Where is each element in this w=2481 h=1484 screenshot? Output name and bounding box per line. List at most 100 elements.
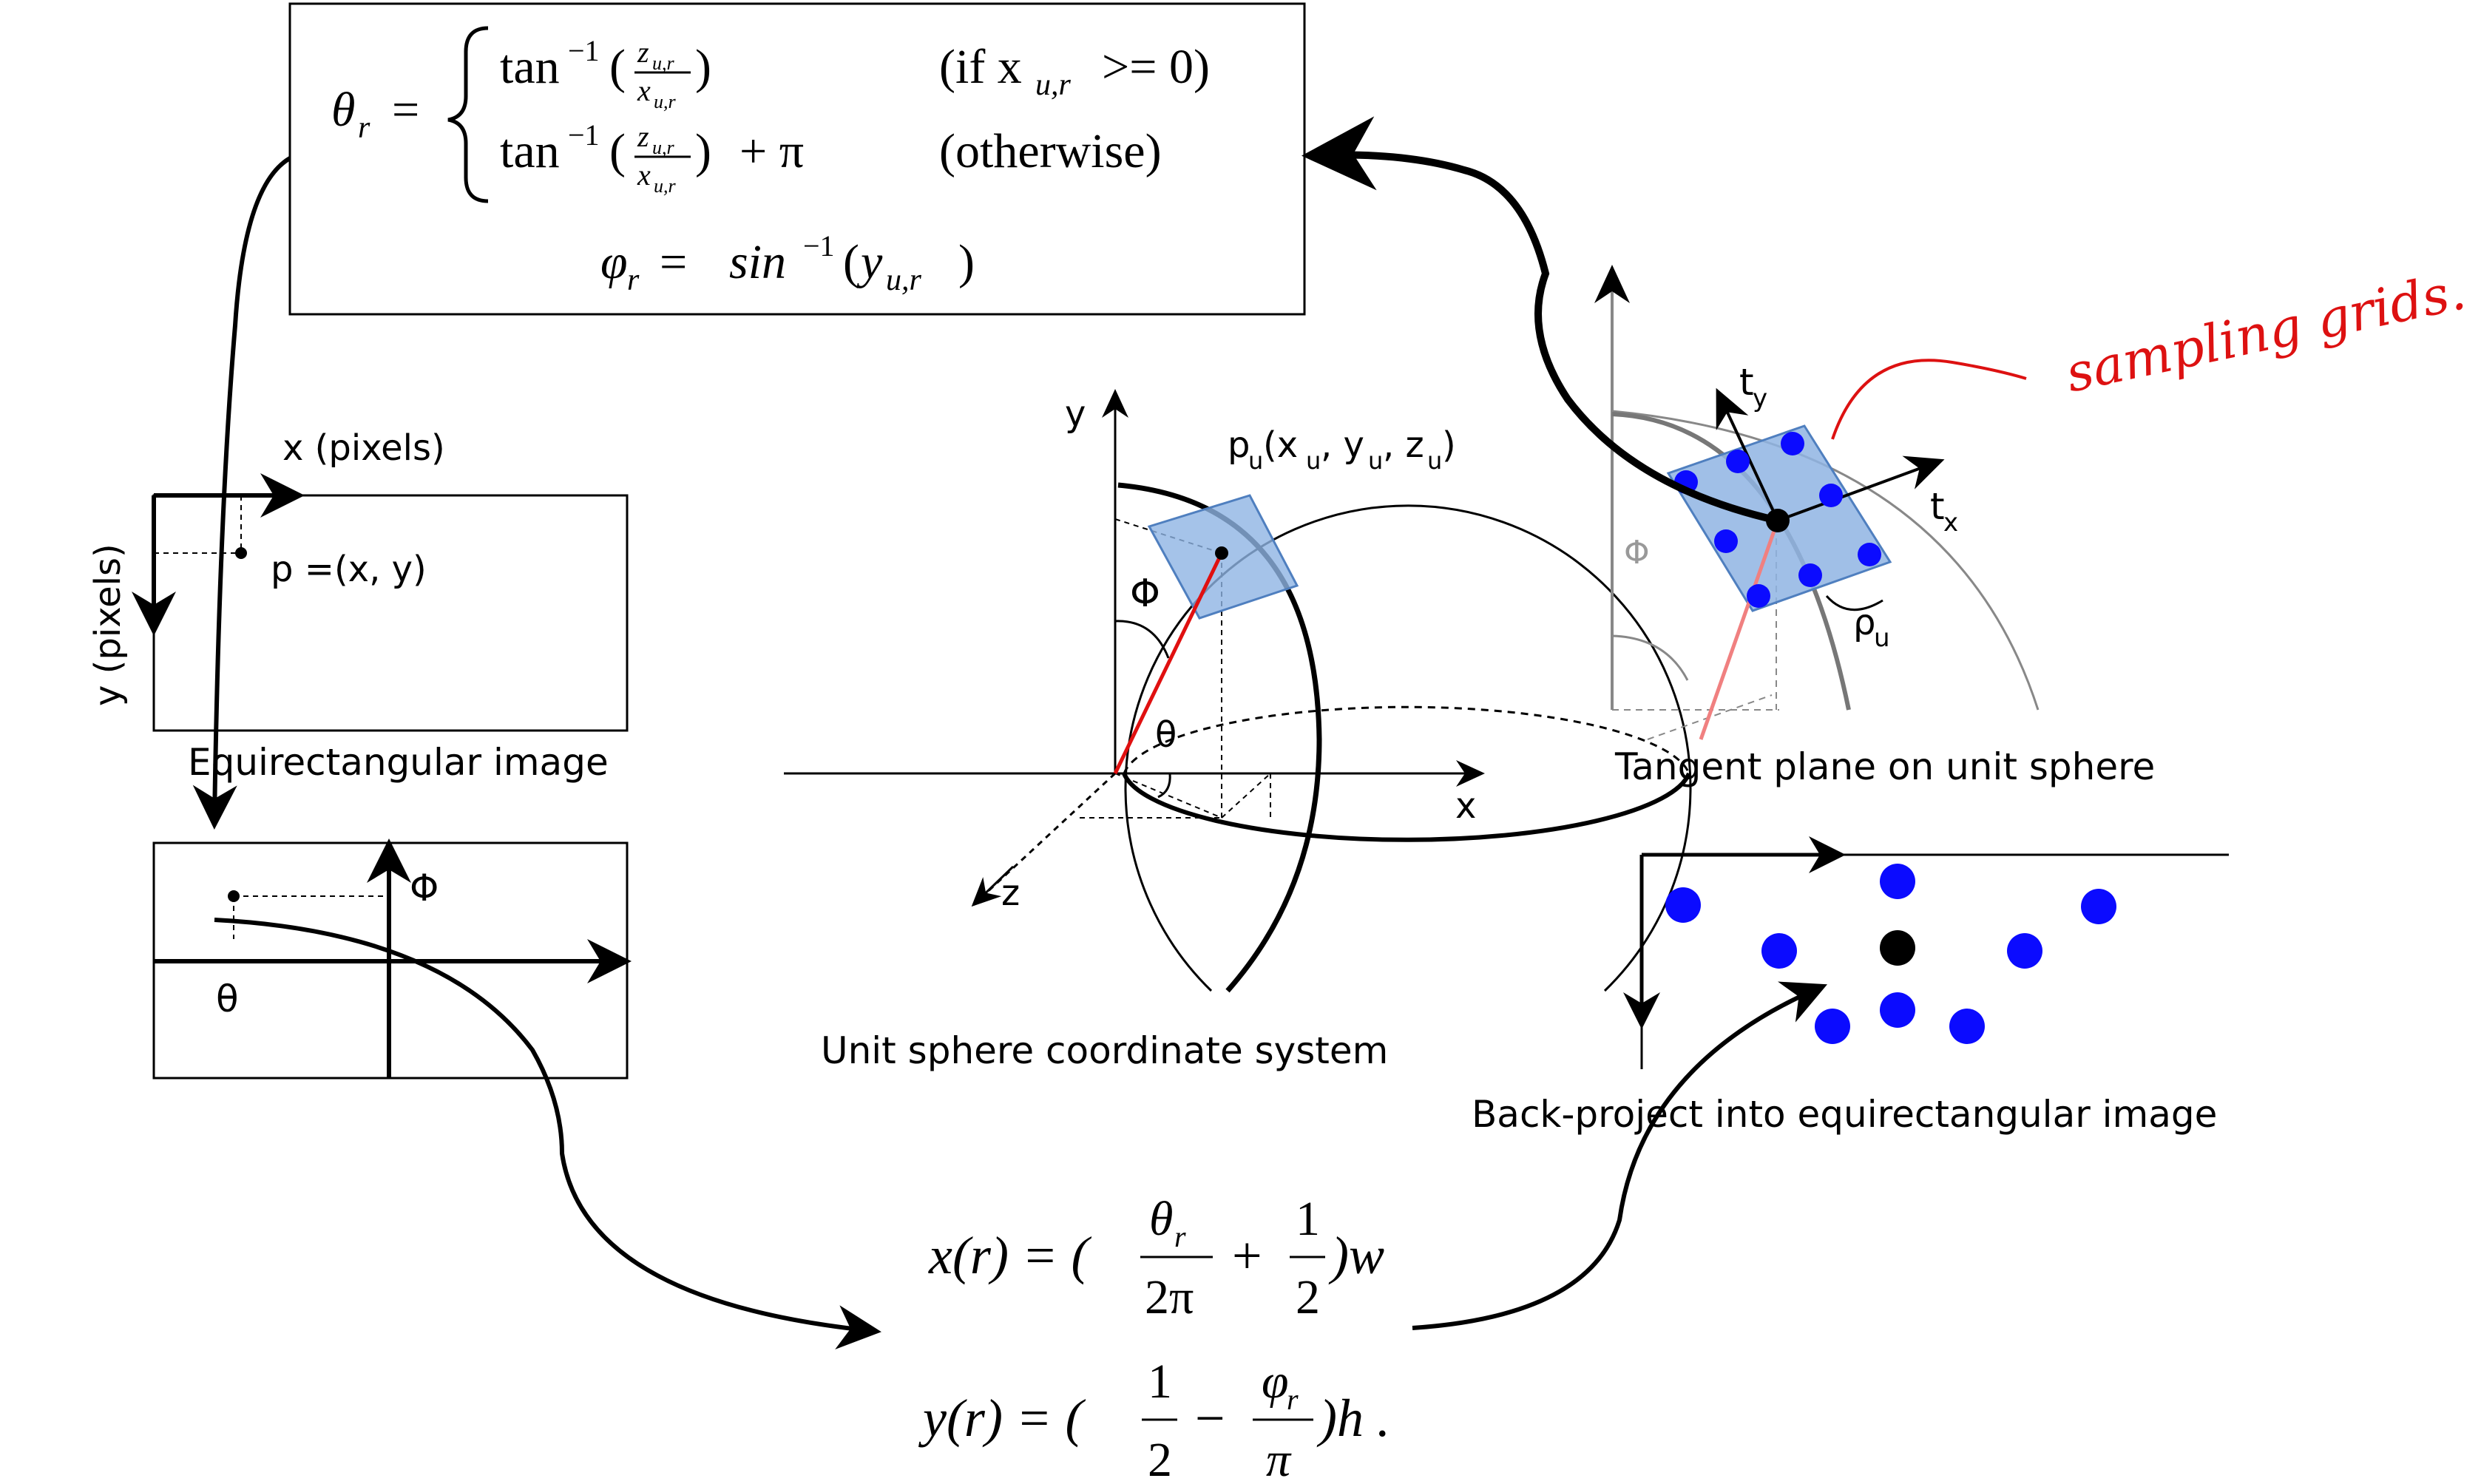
theta-equals: =	[392, 83, 419, 137]
sphere-y-label: y	[1065, 393, 1086, 435]
guide-projection	[1114, 773, 1222, 819]
theta-r-lhs: θ	[331, 83, 355, 137]
case2-den-sub: u,r	[654, 175, 677, 197]
formula-xy-group: x(r) = ( θ r 2π + 1 2 )w y(r) = ( 1 2 − …	[918, 1192, 1390, 1484]
case2-num: z	[637, 120, 649, 153]
case1-cond-sub: u,r	[1035, 68, 1072, 102]
point-p-label: p =(x, y)	[271, 549, 427, 590]
bp-sample-dot	[2081, 889, 2116, 924]
case2-num-sub: u,r	[652, 137, 675, 158]
phi-sin: sin	[729, 235, 786, 289]
fy-frac1-den: 2	[1148, 1433, 1172, 1484]
pu-base: p	[1228, 424, 1250, 466]
case2-tan: tan	[500, 124, 560, 178]
bp-sample-dot	[1761, 933, 1797, 969]
fx-frac1-den: 2π	[1145, 1270, 1194, 1324]
fx-frac2-num: 1	[1296, 1192, 1320, 1246]
rho-base: ρ	[1853, 602, 1875, 643]
sphere-z-label: z	[1001, 873, 1020, 914]
unit-sphere-panel: y x z Φ θ p u (x u , y u , z u ) Unit sp…	[784, 389, 1692, 1072]
arrow-formula-to-plot	[192, 156, 291, 830]
sphere-caption: Unit sphere coordinate system	[821, 1029, 1388, 1072]
equirect-caption: Equirectangular image	[188, 741, 609, 784]
case1-num-sub: u,r	[652, 52, 675, 74]
case1-cond-tail: >= 0)	[1102, 40, 1210, 94]
radius-vector	[1113, 552, 1224, 775]
case1-den: x	[637, 74, 651, 107]
outer-sphere-arc	[1611, 410, 2040, 711]
arrow-tangent-to-formula	[1302, 116, 1779, 524]
fy-frac1-num: 1	[1148, 1355, 1172, 1409]
case2-cond: (otherwise)	[939, 124, 1162, 178]
tangent-phi-arc	[1611, 634, 1689, 681]
y-pixels-label: y (pixels)	[87, 543, 129, 706]
fy-tail: )h .	[1316, 1389, 1390, 1448]
fx-tail: )w	[1328, 1226, 1384, 1285]
sample-dot	[1726, 450, 1750, 473]
fy-frac2-num-sub: r	[1287, 1383, 1299, 1416]
pu-mid2: , z	[1383, 424, 1424, 466]
backproject-panel: Back-project into equirectangular image	[1472, 836, 2229, 1136]
tangent-plane-panel: t y t x Φ ρ u Tangent plane on unit sphe…	[1594, 260, 2471, 788]
bp-sample-dot	[1880, 864, 1915, 899]
fy-frac2-den: π	[1266, 1433, 1292, 1484]
theta-axis-label: θ	[216, 978, 239, 1020]
sample-dot	[1747, 584, 1770, 608]
bp-sample-dot	[1665, 887, 1701, 923]
tangent-phi-label: Φ	[1624, 534, 1650, 572]
ty-sub: y	[1753, 384, 1767, 413]
sphere-theta-label: θ	[1155, 714, 1177, 756]
case2-den: x	[637, 158, 651, 192]
fy-minus: −	[1195, 1389, 1225, 1448]
phi-inv: −1	[803, 229, 835, 262]
case1-open-paren: (	[609, 40, 626, 94]
case2-close-paren: )	[695, 124, 711, 178]
tangent-caption: Tangent plane on unit sphere	[1614, 745, 2155, 788]
sphere-phi-label: Φ	[1130, 572, 1160, 616]
backproject-caption: Back-project into equirectangular image	[1472, 1093, 2217, 1136]
bp-sample-dot	[1815, 1009, 1850, 1044]
bp-sample-dot	[1880, 992, 1915, 1028]
formula-theta-phi-box: θ r = tan −1 ( z u,r x u,r ) (if x u,r >…	[288, 2, 1306, 316]
point-pu-label: p u (x u , y u , z u )	[1228, 424, 1456, 475]
theta-angle-arc	[1157, 773, 1171, 799]
phi-axis-label: Φ	[410, 867, 439, 909]
pu-sub1: u	[1306, 447, 1321, 475]
equator-back	[1123, 705, 1690, 774]
tx-sub: x	[1943, 508, 1958, 538]
phi-close-paren: )	[958, 235, 975, 289]
theta-r-lhs-sub: r	[358, 111, 370, 145]
fy-frac2-num: φ	[1262, 1355, 1289, 1409]
phi-arg-sub: u,r	[886, 263, 922, 297]
detail-radius	[1699, 520, 1780, 740]
case1-cond: (if x	[939, 40, 1022, 94]
case2-inv: −1	[568, 118, 600, 152]
arrow-xy-to-backproject	[1412, 981, 1828, 1330]
phi-arg: y	[856, 235, 883, 289]
fx-frac2-den: 2	[1296, 1270, 1320, 1324]
fy-lhs: y(r) = (	[918, 1389, 1086, 1448]
pu-close: )	[1442, 424, 1456, 466]
pixel-point-p	[235, 547, 247, 559]
fx-plus: +	[1232, 1226, 1262, 1285]
phi-r-lhs-sub: r	[627, 263, 640, 297]
plot-point	[228, 890, 240, 902]
tangent-proj-dashed	[1647, 694, 1773, 740]
tx-axis	[1777, 455, 1945, 522]
phi-angle-arc	[1114, 620, 1170, 659]
sphere-x-label: x	[1455, 785, 1476, 827]
rho-angle-arc	[1825, 595, 1883, 611]
sample-dot	[1714, 529, 1738, 553]
bp-sample-dot	[1949, 1009, 1985, 1044]
sample-dot	[1819, 484, 1843, 507]
bp-sample-dot	[2007, 933, 2042, 969]
cases-brace	[447, 26, 489, 203]
fx-frac1-num: θ	[1149, 1192, 1173, 1246]
pu-sub: u	[1248, 447, 1263, 475]
case1-den-sub: u,r	[654, 91, 677, 112]
case1-close-paren: )	[695, 40, 711, 94]
tx-base: t	[1930, 485, 1945, 528]
ty-base: t	[1739, 361, 1754, 404]
fx-frac1-num-sub: r	[1174, 1220, 1186, 1253]
